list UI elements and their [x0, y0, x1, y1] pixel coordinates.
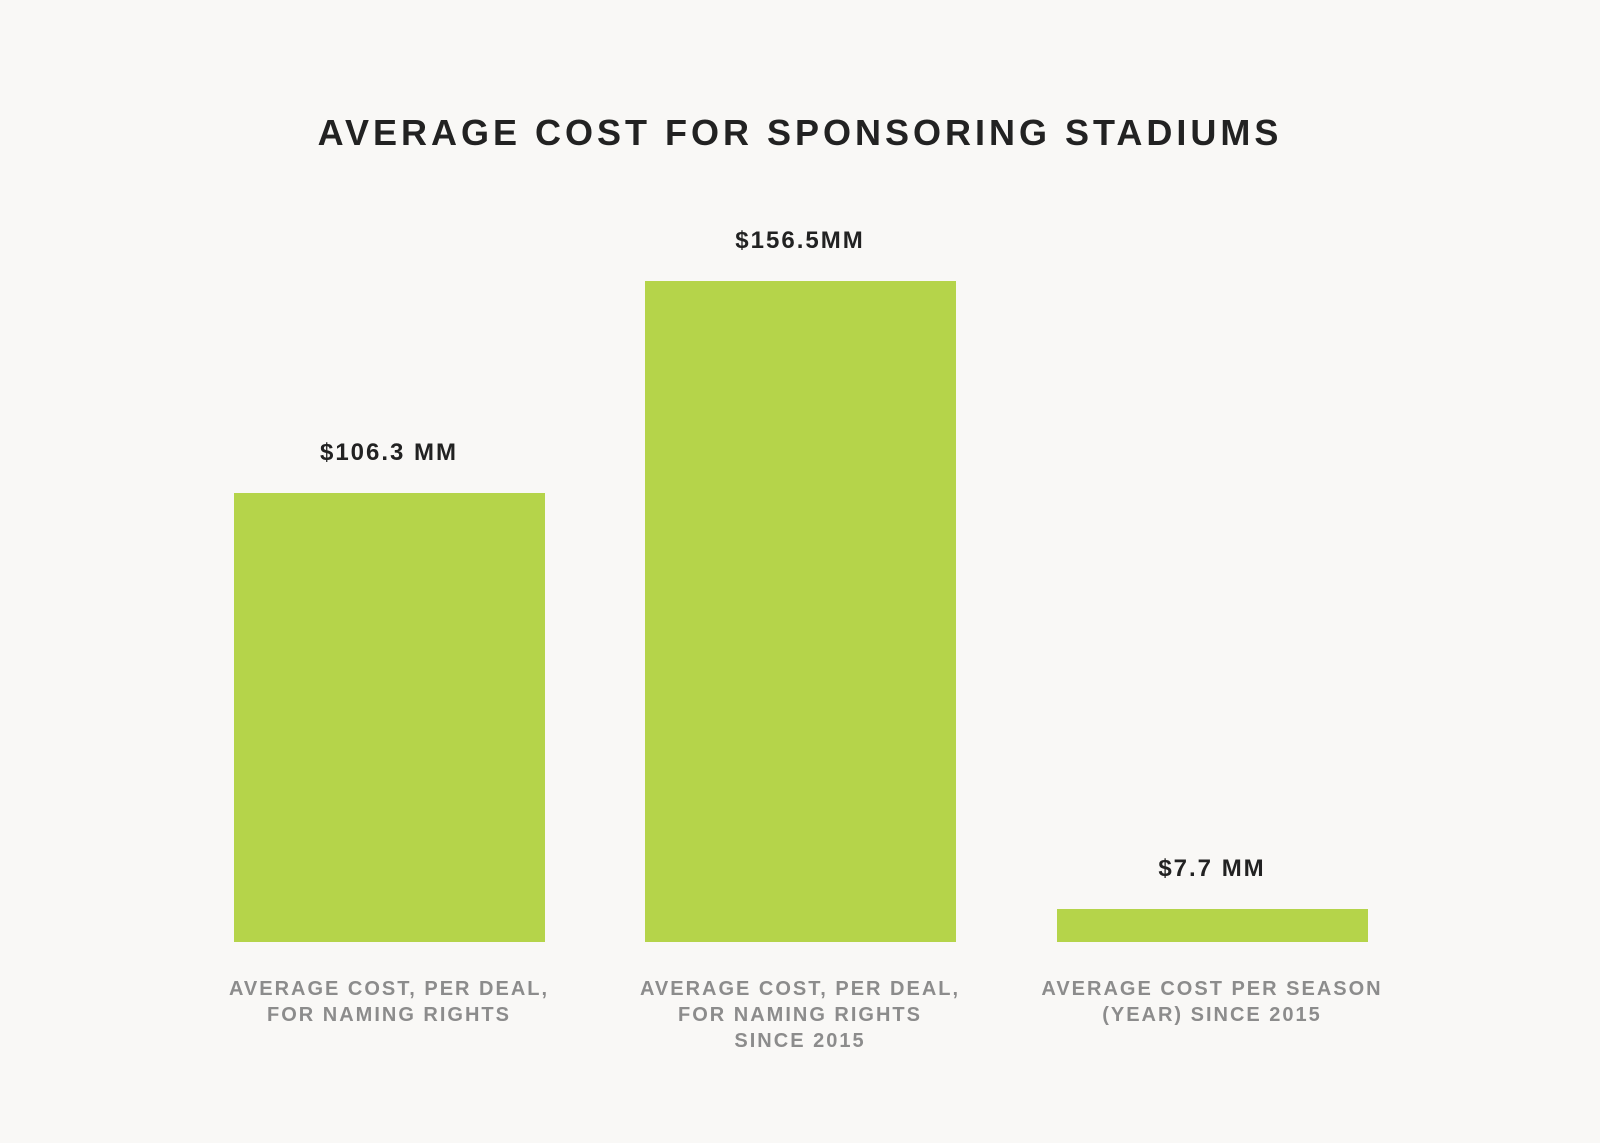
- bar: [233, 493, 545, 942]
- category-label: AVERAGE COST PER SEASON (YEAR) SINCE 2015: [1012, 976, 1412, 1028]
- category-label-line: AVERAGE COST, PER DEAL,: [639, 978, 961, 1000]
- category-label: AVERAGE COST, PER DEAL, FOR NAMING RIGHTS: [189, 976, 589, 1028]
- chart-title: AVERAGE COST FOR SPONSORING STADIUMS: [317, 112, 1283, 153]
- bar-value-label: $156.5MM: [735, 227, 865, 254]
- bar: [1056, 909, 1368, 942]
- bar: [644, 281, 956, 942]
- category-label-line: (YEAR) SINCE 2015: [1102, 1004, 1322, 1026]
- category-label-line: SINCE 2015: [734, 1030, 866, 1052]
- category-label-line: AVERAGE COST PER SEASON: [1041, 978, 1383, 1000]
- bar-value-label: $106.3 MM: [319, 439, 459, 466]
- category-label-line: AVERAGE COST, PER DEAL,: [228, 978, 550, 1000]
- category-label: AVERAGE COST, PER DEAL, FOR NAMING RIGHTS…: [600, 976, 1000, 1054]
- category-label-line: FOR NAMING RIGHTS: [678, 1004, 922, 1026]
- bar-value-label: $7.7 MM: [1158, 855, 1266, 882]
- category-label-line: FOR NAMING RIGHTS: [267, 1004, 511, 1026]
